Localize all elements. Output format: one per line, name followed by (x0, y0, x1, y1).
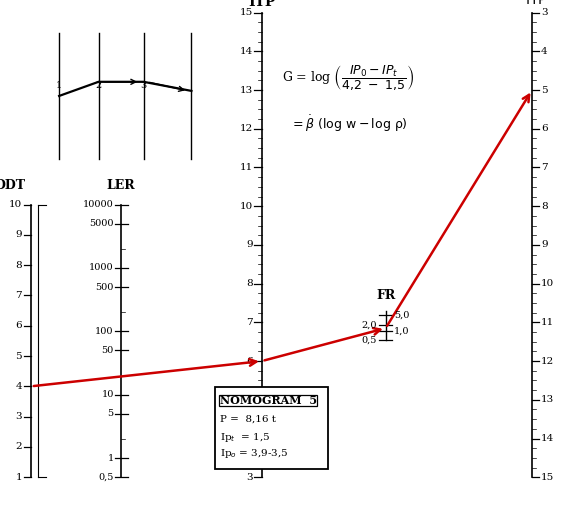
Text: ITP: ITP (248, 0, 275, 9)
Text: 3: 3 (541, 8, 548, 17)
Text: 8: 8 (246, 279, 253, 288)
Text: 4: 4 (15, 382, 22, 391)
Text: $\overline{\mathrm{ITP}}$: $\overline{\mathrm{ITP}}$ (525, 0, 548, 9)
Text: G = log $\left(\dfrac{IP_0 - IP_t}{4{,}2\ -\ 1{,}5}\right)$: G = log $\left(\dfrac{IP_0 - IP_t}{4{,}2… (282, 64, 413, 93)
Text: 15: 15 (541, 473, 555, 482)
Text: 0,5: 0,5 (99, 473, 114, 482)
Text: 50: 50 (101, 346, 114, 355)
Text: 10: 10 (239, 201, 253, 211)
Text: LER: LER (107, 179, 135, 192)
Text: 5: 5 (108, 410, 114, 418)
Text: 4: 4 (541, 47, 548, 56)
Text: 5,0: 5,0 (394, 311, 409, 320)
Text: 11: 11 (239, 163, 253, 172)
Text: 14: 14 (541, 434, 555, 443)
Text: 1: 1 (56, 81, 62, 90)
Text: 5: 5 (246, 395, 253, 405)
Text: 13: 13 (541, 395, 555, 405)
Text: 10000: 10000 (83, 200, 114, 209)
Text: 5: 5 (541, 85, 548, 94)
Text: 11: 11 (541, 318, 555, 327)
Text: 12: 12 (239, 124, 253, 133)
Text: $= \dot{\beta}\ \mathrm{(log\ w - log\ \rho)}$: $= \dot{\beta}\ \mathrm{(log\ w - log\ \… (290, 114, 408, 134)
Text: 10: 10 (8, 200, 22, 209)
Text: 1,0: 1,0 (394, 327, 410, 335)
Text: 9: 9 (541, 240, 548, 249)
Text: 6: 6 (541, 124, 548, 133)
Text: 12: 12 (541, 357, 555, 366)
Text: 500: 500 (95, 282, 114, 291)
Text: 9: 9 (246, 240, 253, 249)
Text: DDT: DDT (0, 179, 25, 192)
Text: P =  8,16 t: P = 8,16 t (220, 415, 275, 424)
Text: 2: 2 (15, 442, 22, 451)
Text: 2: 2 (95, 81, 102, 90)
Text: 7: 7 (541, 163, 548, 172)
Text: 3: 3 (140, 81, 147, 90)
Text: 100: 100 (95, 327, 114, 336)
FancyBboxPatch shape (215, 387, 328, 469)
Text: FR: FR (376, 289, 395, 301)
Text: 13: 13 (239, 85, 253, 94)
Text: 1000: 1000 (89, 264, 114, 272)
Text: 14: 14 (239, 47, 253, 56)
Text: 7: 7 (15, 291, 22, 300)
Text: 5000: 5000 (89, 219, 114, 228)
Text: Ip$_o$ = 3,9-3,5: Ip$_o$ = 3,9-3,5 (220, 447, 288, 461)
Text: 9: 9 (15, 230, 22, 239)
Text: 2,0: 2,0 (361, 320, 377, 329)
Text: 8: 8 (15, 261, 22, 270)
Text: 0,5: 0,5 (362, 335, 377, 344)
Text: 3: 3 (246, 473, 253, 482)
Text: NOMOGRAM  5: NOMOGRAM 5 (220, 395, 317, 406)
Text: Ip$_t$  = 1,5: Ip$_t$ = 1,5 (220, 431, 270, 444)
Text: 3: 3 (15, 412, 22, 421)
Text: 10: 10 (541, 279, 555, 288)
Text: 6: 6 (246, 357, 253, 366)
Text: 4: 4 (246, 434, 253, 443)
Text: 15: 15 (239, 8, 253, 17)
Text: 7: 7 (246, 318, 253, 327)
Text: 10: 10 (101, 390, 114, 399)
Text: 5: 5 (15, 351, 22, 361)
Text: 1: 1 (15, 473, 22, 482)
Text: 6: 6 (15, 321, 22, 330)
Text: 1: 1 (108, 453, 114, 463)
Text: 8: 8 (541, 201, 548, 211)
